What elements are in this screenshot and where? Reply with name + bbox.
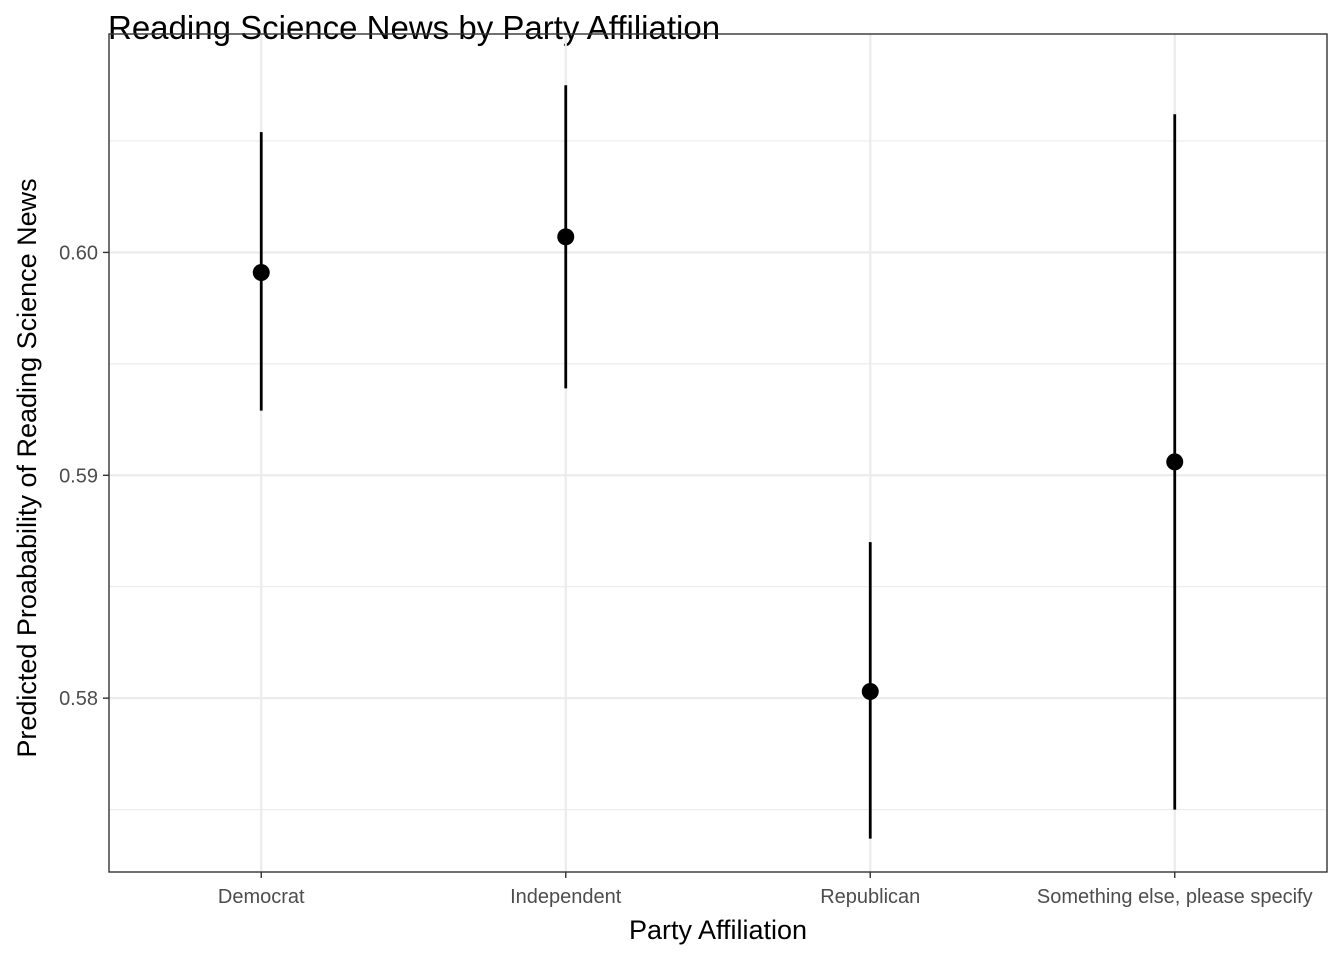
data-marks bbox=[252, 85, 1184, 839]
panel-border bbox=[108, 33, 1328, 873]
y-tick-label: 0.58 bbox=[59, 688, 98, 710]
x-tick-label: Independent bbox=[510, 886, 622, 908]
tick-labels: 0.58 0.59 0.60 Democrat Independent Republica… bbox=[59, 242, 1313, 908]
x-axis-title: Party Affiliation bbox=[629, 915, 807, 945]
y-tick-label: 0.59 bbox=[59, 465, 98, 487]
x-tick-label: Democrat bbox=[218, 886, 305, 908]
minor-gridlines bbox=[109, 140, 1327, 811]
data-point bbox=[1166, 453, 1184, 471]
x-tick-label: Something else, please specify bbox=[1037, 886, 1313, 908]
y-tick-label: 0.60 bbox=[59, 242, 98, 264]
major-gridlines bbox=[109, 34, 1327, 872]
data-point bbox=[252, 263, 270, 281]
x-tick-label: Republican bbox=[820, 886, 920, 908]
chart-title: Reading Science News by Party Affiliatio… bbox=[108, 9, 720, 46]
y-axis-title: Predicted Proabability of Reading Scienc… bbox=[12, 178, 42, 757]
axis-ticks bbox=[103, 251, 1176, 878]
data-point bbox=[557, 228, 575, 246]
data-point bbox=[861, 682, 879, 700]
